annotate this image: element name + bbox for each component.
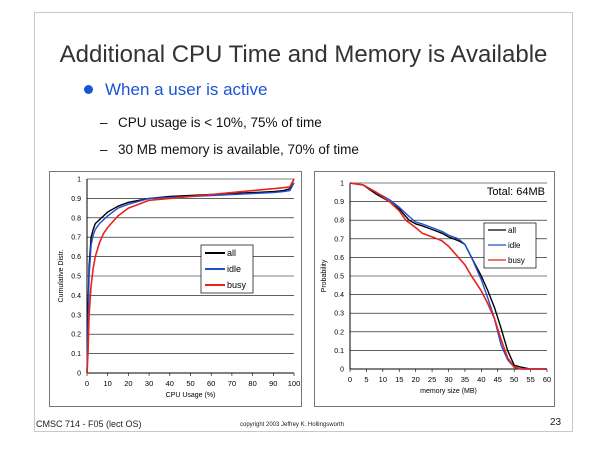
memory-chart-panel: 0 0.1 0.2 0.3 0.4 0.5 0.6 0.7 0.8 0.9 1 0 5 10 15 20 25 3… [314, 171, 555, 407]
dash-icon: – [100, 142, 108, 157]
legend-label-busy: busy [227, 280, 247, 290]
y-tick-label: 0.5 [334, 274, 344, 281]
legend-label-idle: idle [508, 241, 521, 250]
y-axis-label: Cumulative Distr. [58, 249, 65, 302]
x-tick-label: 50 [186, 379, 194, 388]
sub-bullet-text: 30 MB memory is available, 70% of time [118, 142, 359, 157]
series-line-busy [86, 178, 295, 374]
series-line-all [349, 182, 547, 370]
x-tick-label: 45 [494, 375, 502, 384]
dash-icon: – [100, 115, 108, 130]
cpu-usage-cdf-chart: 00.10.20.30.40.50.60.70.80.910 10 20 30 40 50… [58, 177, 301, 400]
x-tick-label: 60 [543, 375, 551, 384]
slide-border [34, 12, 573, 432]
footer-course: CMSC 714 - F05 (lect OS) [36, 419, 142, 429]
x-axis-label: memory size (MB) [420, 388, 477, 395]
x-tick-label: 20 [411, 375, 419, 384]
x-tick-label: 40 [477, 375, 485, 384]
y-tick-label: 0.6 [334, 255, 344, 262]
y-tick-label: 0.3 [71, 312, 81, 319]
sub-bullet-cpu: – CPU usage is < 10%, 75% of time [100, 115, 322, 130]
legend-label-idle: idle [227, 264, 241, 274]
y-tick-label: 0.4 [71, 293, 81, 300]
y-tick-label: 0.5 [71, 274, 81, 281]
x-tick-label: 30 [444, 375, 452, 384]
x-tick-label: 60 [207, 379, 215, 388]
y-tick-label: 0.1 [71, 351, 81, 358]
x-tick-label: 90 [269, 379, 277, 388]
y-tick-label: 0.7 [334, 236, 344, 243]
x-tick-label: 10 [104, 379, 112, 388]
x-tick-label: 20 [124, 379, 132, 388]
x-tick-label: 0 [348, 375, 352, 384]
x-tick-label: 10 [379, 375, 387, 384]
y-tick-label: 0 [340, 367, 344, 374]
slide-title: Additional CPU Time and Memory is Availa… [59, 41, 548, 68]
y-tick-label: 0.6 [71, 254, 81, 261]
legend-label-all: all [508, 226, 516, 235]
y-tick-label: 0.1 [334, 348, 344, 355]
y-tick-label: 0.7 [71, 235, 81, 242]
legend-label-busy: busy [508, 256, 525, 265]
footer-copyright: copyright 2003 Jeffrey K. Hollingsworth [240, 422, 344, 428]
y-tick-label: 0.9 [334, 199, 344, 206]
y-tick-label: 0.3 [334, 311, 344, 318]
x-tick-label: 100 [288, 379, 301, 388]
x-tick-label: 35 [461, 375, 469, 384]
main-bullet: When a user is active [105, 80, 268, 99]
chart-title: Total: 64MB [487, 186, 545, 198]
y-tick-label: 1 [340, 181, 344, 188]
y-axis-label: Probability [321, 259, 328, 292]
x-tick-label: 40 [166, 379, 174, 388]
x-tick-label: 0 [85, 379, 89, 388]
y-tick-label: 0.8 [334, 218, 344, 225]
sub-bullet-text: CPU usage is < 10%, 75% of time [118, 115, 322, 130]
y-tick-label: 0.4 [334, 292, 344, 299]
bullet-dot-icon [84, 85, 93, 94]
x-axis-label: CPU Usage (%) [166, 392, 216, 399]
cpu-chart-panel: 0 0.1 0.2 0.3 0.4 0.5 0.6 0.7 0.8 0.9 1 0 10 20 30 40 50… [49, 171, 302, 407]
chart-legend: all idle busy [483, 222, 537, 269]
series-line-all [86, 178, 295, 374]
y-tick-label: 0.8 [71, 215, 81, 222]
chart-legend: all idle busy [200, 244, 254, 294]
y-tick-label: 0 [77, 371, 81, 378]
series-line-busy [349, 182, 547, 370]
x-tick-label: 5 [364, 375, 368, 384]
y-tick-label: 0.2 [71, 332, 81, 339]
memory-available-chart: 00.10.20.30.40.50.60.70.80.910 5 10 15 20 25 3… [321, 181, 551, 396]
y-tick-label: 0.9 [71, 196, 81, 203]
page-number: 23 [550, 417, 562, 428]
x-tick-label: 30 [145, 379, 153, 388]
legend-label-all: all [227, 248, 236, 258]
x-tick-label: 25 [428, 375, 436, 384]
x-tick-label: 70 [228, 379, 236, 388]
x-tick-label: 80 [248, 379, 256, 388]
x-tick-label: 55 [526, 375, 534, 384]
x-tick-label: 50 [510, 375, 518, 384]
sub-bullet-memory: –30 MB memory is available, 70% of time [100, 142, 359, 157]
y-tick-label: 0.2 [334, 329, 344, 336]
x-tick-label: 15 [395, 375, 403, 384]
series-line-idle [86, 182, 295, 374]
y-tick-label: 1 [77, 177, 81, 184]
